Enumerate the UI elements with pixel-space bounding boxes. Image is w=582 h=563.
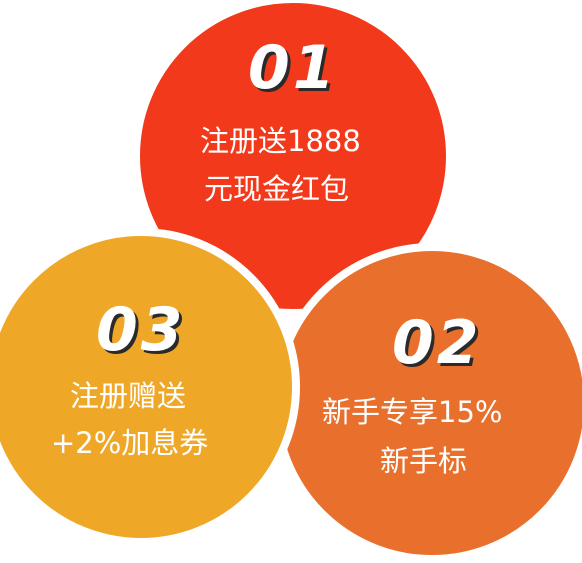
benefit-text-03-line1: 注册赠送 — [70, 379, 187, 413]
benefit-text-03-line2: +2%加息券 — [51, 426, 209, 460]
benefit-circle-02 — [272, 243, 582, 563]
benefit-number-01: 01 — [248, 33, 338, 103]
benefit-text-01-line1: 注册送1888 — [200, 124, 361, 158]
benefit-number-03: 03 — [96, 295, 186, 365]
benefit-text-02-line2: 新手标 — [380, 444, 468, 478]
benefit-circle-03 — [0, 228, 300, 546]
benefit-text-02-line1: 新手专享15% — [322, 395, 503, 429]
benefit-number-02: 02 — [392, 308, 482, 378]
benefit-text-01-line2: 元现金红包 — [204, 172, 350, 206]
